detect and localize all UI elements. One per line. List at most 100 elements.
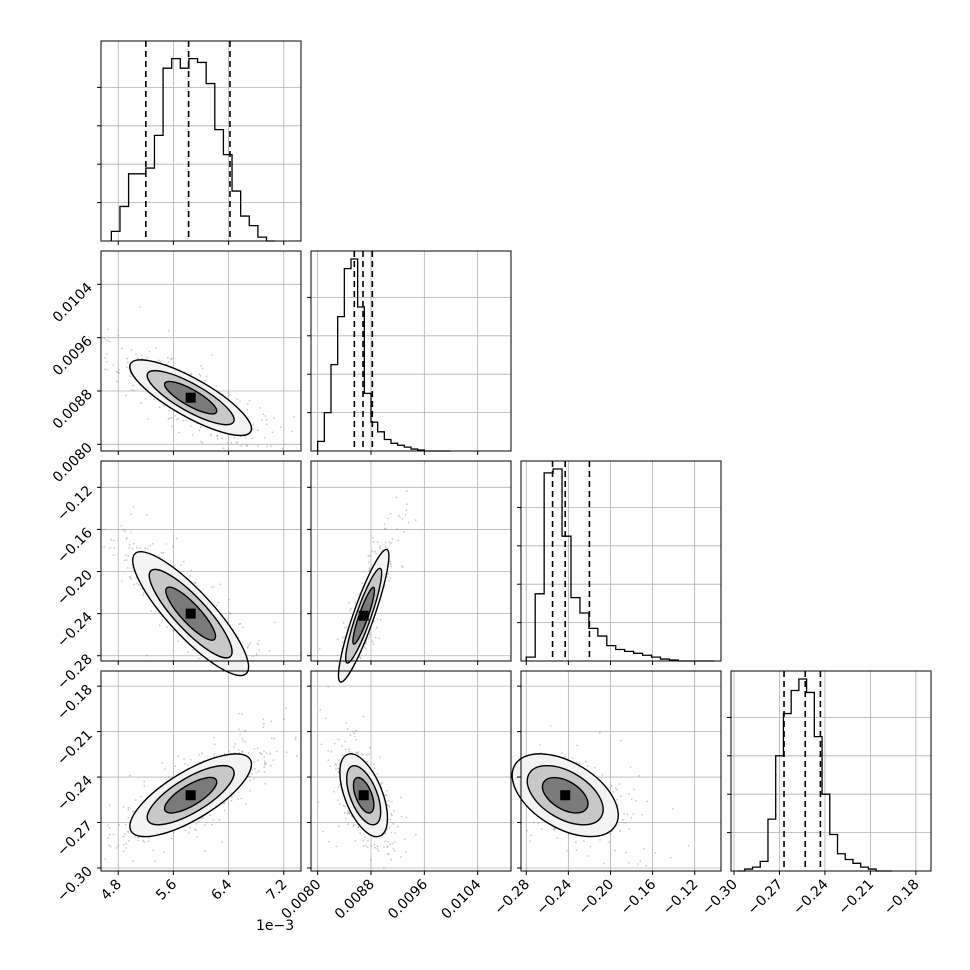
sample-point [108, 826, 111, 829]
sample-point [215, 604, 218, 607]
sample-point [110, 538, 113, 541]
sample-point [643, 848, 646, 850]
sample-point [530, 834, 533, 837]
sample-point [539, 744, 541, 746]
sample-point [395, 496, 398, 499]
sample-point [646, 800, 649, 803]
sample-point [397, 514, 400, 517]
sample-point [223, 802, 225, 805]
axes-frame [100, 40, 302, 242]
sample-point [246, 403, 249, 405]
sample-point [125, 842, 128, 845]
sample-point [246, 445, 249, 447]
sample-point [614, 787, 617, 789]
sample-point [158, 406, 161, 409]
sample-point [255, 653, 258, 656]
sample-point [372, 643, 375, 646]
sample-point [109, 547, 111, 549]
sample-point [172, 831, 175, 834]
sample-point [376, 541, 379, 543]
sample-point [256, 429, 259, 432]
sample-point [215, 385, 218, 387]
sample-point [166, 626, 168, 628]
sample-point [216, 435, 219, 438]
sample-point [334, 763, 337, 766]
sample-point [337, 767, 339, 770]
sample-point [200, 440, 202, 443]
sample-point [251, 773, 253, 775]
sample-point [259, 752, 262, 755]
sample-point [296, 754, 298, 757]
sample-point [195, 836, 198, 838]
sample-point [200, 426, 202, 429]
density-peak [358, 790, 369, 801]
sample-point [291, 430, 294, 433]
sample-point [130, 513, 133, 516]
pair-1-0 [103, 306, 295, 450]
sample-point [353, 732, 356, 735]
sample-point [389, 562, 392, 564]
sample-point [113, 547, 116, 549]
sample-point [194, 581, 197, 584]
density-peak [185, 608, 196, 619]
sample-point [622, 818, 625, 821]
sample-point [370, 845, 373, 848]
sample-point [553, 827, 555, 829]
sample-point [158, 624, 161, 627]
sample-point [553, 828, 556, 831]
sample-point [553, 828, 556, 831]
sample-point [333, 742, 336, 745]
sample-point [132, 389, 135, 392]
sample-point [174, 414, 177, 417]
sample-point [125, 554, 127, 556]
sample-point [158, 359, 160, 362]
sample-point [253, 760, 256, 763]
sample-point [348, 748, 350, 751]
sample-point [386, 846, 389, 849]
sample-point [220, 840, 223, 843]
sample-point [262, 722, 265, 725]
density-peak [358, 610, 369, 621]
sample-point [328, 840, 330, 843]
sample-point [338, 763, 341, 765]
sample-point [354, 840, 357, 842]
sample-point [148, 837, 151, 839]
sample-point [359, 657, 362, 659]
sample-point [233, 745, 235, 748]
sample-point [255, 771, 257, 774]
sample-point [142, 594, 145, 597]
sample-point [589, 845, 592, 848]
sample-point [352, 730, 355, 733]
pair-3-1 [317, 685, 417, 869]
sample-point [376, 618, 379, 620]
sample-point [387, 853, 390, 856]
sample-point [230, 441, 233, 444]
axes-frame [100, 460, 302, 662]
sample-point [571, 756, 574, 759]
sample-point [167, 776, 170, 778]
sample-point [152, 849, 155, 852]
sample-point [632, 813, 635, 815]
sample-point [609, 832, 612, 835]
sample-point [342, 804, 345, 807]
sample-point [240, 797, 243, 800]
sample-point [135, 546, 138, 549]
sample-point [175, 418, 178, 421]
sample-point [389, 843, 391, 846]
sample-point [373, 763, 376, 766]
sample-point [191, 649, 194, 651]
sample-point [529, 840, 531, 842]
sample-point [213, 586, 215, 588]
sample-point [137, 836, 140, 839]
sample-point [125, 847, 127, 849]
sample-point [171, 425, 173, 428]
sample-point [386, 845, 389, 848]
sample-point [272, 759, 275, 761]
sample-point [270, 737, 273, 740]
sample-point [400, 815, 403, 818]
sample-point [128, 543, 131, 546]
sample-point [204, 824, 207, 826]
pair-2-0 [103, 505, 276, 677]
sample-point [281, 447, 284, 450]
sample-point [245, 436, 248, 439]
